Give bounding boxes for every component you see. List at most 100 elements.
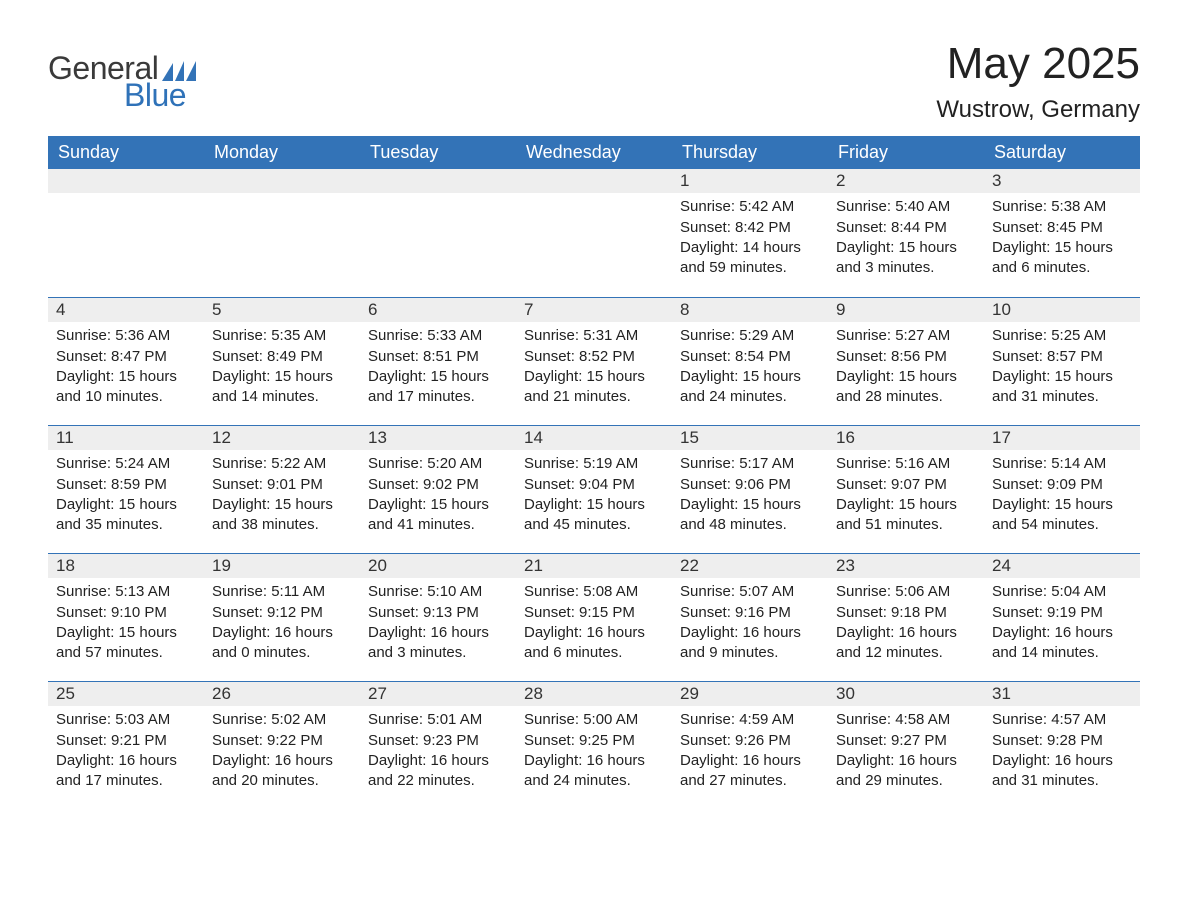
daylight-line: Daylight: 15 hours and 51 minutes. [836,495,976,536]
day-body: Sunrise: 5:29 AMSunset: 8:54 PMDaylight:… [672,322,828,415]
weekday-header: Tuesday [360,136,516,169]
daynum-bar: 10 [984,297,1140,322]
daynum-bar: 21 [516,553,672,578]
day-body: Sunrise: 5:31 AMSunset: 8:52 PMDaylight:… [516,322,672,415]
calendar-day-cell: 16Sunrise: 5:16 AMSunset: 9:07 PMDayligh… [828,425,984,553]
sunrise-line: Sunrise: 5:35 AM [212,326,352,346]
sunset-line: Sunset: 9:16 PM [680,603,820,623]
day-body: Sunrise: 4:59 AMSunset: 9:26 PMDaylight:… [672,706,828,799]
sunset-line: Sunset: 9:22 PM [212,731,352,751]
weekday-header: Sunday [48,136,204,169]
daynum-bar: 23 [828,553,984,578]
calendar-page: General Blue May 2025 Wustrow, Germany S… [0,0,1188,849]
calendar-day-cell: 10Sunrise: 5:25 AMSunset: 8:57 PMDayligh… [984,297,1140,425]
month-title: May 2025 [936,40,1140,88]
daynum-bar: 25 [48,681,204,706]
sunset-line: Sunset: 8:47 PM [56,347,196,367]
sunset-line: Sunset: 8:45 PM [992,218,1132,238]
calendar-day-cell: 26Sunrise: 5:02 AMSunset: 9:22 PMDayligh… [204,681,360,809]
sunset-line: Sunset: 9:28 PM [992,731,1132,751]
daynum-bar-empty [204,169,360,193]
daylight-line: Daylight: 16 hours and 24 minutes. [524,751,664,792]
calendar-day-cell: 11Sunrise: 5:24 AMSunset: 8:59 PMDayligh… [48,425,204,553]
weekday-header: Friday [828,136,984,169]
daylight-line: Daylight: 15 hours and 24 minutes. [680,367,820,408]
sunset-line: Sunset: 9:19 PM [992,603,1132,623]
calendar-head: SundayMondayTuesdayWednesdayThursdayFrid… [48,136,1140,169]
daynum-bar: 3 [984,169,1140,193]
day-body: Sunrise: 5:36 AMSunset: 8:47 PMDaylight:… [48,322,204,415]
sunset-line: Sunset: 8:57 PM [992,347,1132,367]
day-body: Sunrise: 5:06 AMSunset: 9:18 PMDaylight:… [828,578,984,671]
sunrise-line: Sunrise: 5:20 AM [368,454,508,474]
calendar-day-cell: 3Sunrise: 5:38 AMSunset: 8:45 PMDaylight… [984,169,1140,297]
weekday-row: SundayMondayTuesdayWednesdayThursdayFrid… [48,136,1140,169]
day-body: Sunrise: 5:22 AMSunset: 9:01 PMDaylight:… [204,450,360,543]
sunset-line: Sunset: 9:02 PM [368,475,508,495]
sunrise-line: Sunrise: 5:25 AM [992,326,1132,346]
calendar-day-cell: 14Sunrise: 5:19 AMSunset: 9:04 PMDayligh… [516,425,672,553]
sunset-line: Sunset: 9:07 PM [836,475,976,495]
logo: General Blue [48,50,196,114]
day-body: Sunrise: 5:42 AMSunset: 8:42 PMDaylight:… [672,193,828,286]
sunset-line: Sunset: 8:42 PM [680,218,820,238]
sunrise-line: Sunrise: 4:58 AM [836,710,976,730]
calendar-week-row: 11Sunrise: 5:24 AMSunset: 8:59 PMDayligh… [48,425,1140,553]
sunset-line: Sunset: 9:09 PM [992,475,1132,495]
sunrise-line: Sunrise: 5:04 AM [992,582,1132,602]
day-body: Sunrise: 5:08 AMSunset: 9:15 PMDaylight:… [516,578,672,671]
calendar-day-cell: 9Sunrise: 5:27 AMSunset: 8:56 PMDaylight… [828,297,984,425]
daylight-line: Daylight: 16 hours and 14 minutes. [992,623,1132,664]
location: Wustrow, Germany [936,96,1140,124]
daylight-line: Daylight: 16 hours and 20 minutes. [212,751,352,792]
daylight-line: Daylight: 15 hours and 57 minutes. [56,623,196,664]
daynum-bar: 7 [516,297,672,322]
day-body: Sunrise: 5:24 AMSunset: 8:59 PMDaylight:… [48,450,204,543]
day-body: Sunrise: 5:10 AMSunset: 9:13 PMDaylight:… [360,578,516,671]
title-block: May 2025 Wustrow, Germany [936,40,1140,124]
calendar-body: 1Sunrise: 5:42 AMSunset: 8:42 PMDaylight… [48,169,1140,809]
daynum-bar: 4 [48,297,204,322]
daylight-line: Daylight: 15 hours and 3 minutes. [836,238,976,279]
day-body: Sunrise: 5:33 AMSunset: 8:51 PMDaylight:… [360,322,516,415]
daylight-line: Daylight: 16 hours and 12 minutes. [836,623,976,664]
sunrise-line: Sunrise: 5:06 AM [836,582,976,602]
calendar-day-cell: 12Sunrise: 5:22 AMSunset: 9:01 PMDayligh… [204,425,360,553]
daynum-bar: 13 [360,425,516,450]
header: General Blue May 2025 Wustrow, Germany [48,40,1140,124]
sunset-line: Sunset: 9:15 PM [524,603,664,623]
day-body: Sunrise: 5:17 AMSunset: 9:06 PMDaylight:… [672,450,828,543]
sunrise-line: Sunrise: 5:24 AM [56,454,196,474]
sunset-line: Sunset: 9:25 PM [524,731,664,751]
weekday-header: Thursday [672,136,828,169]
calendar-day-cell: 21Sunrise: 5:08 AMSunset: 9:15 PMDayligh… [516,553,672,681]
sunset-line: Sunset: 8:44 PM [836,218,976,238]
sunrise-line: Sunrise: 5:40 AM [836,197,976,217]
daynum-bar: 15 [672,425,828,450]
sunset-line: Sunset: 9:12 PM [212,603,352,623]
day-body: Sunrise: 4:58 AMSunset: 9:27 PMDaylight:… [828,706,984,799]
calendar-week-row: 25Sunrise: 5:03 AMSunset: 9:21 PMDayligh… [48,681,1140,809]
sunset-line: Sunset: 9:27 PM [836,731,976,751]
calendar-day-cell: 24Sunrise: 5:04 AMSunset: 9:19 PMDayligh… [984,553,1140,681]
sunrise-line: Sunrise: 5:00 AM [524,710,664,730]
daylight-line: Daylight: 16 hours and 27 minutes. [680,751,820,792]
daynum-bar: 18 [48,553,204,578]
calendar-day-cell: 19Sunrise: 5:11 AMSunset: 9:12 PMDayligh… [204,553,360,681]
sunrise-line: Sunrise: 5:13 AM [56,582,196,602]
calendar-day-cell: 18 Sunrise: 5:13 AMSunset: 9:10 PMDayligh… [48,553,204,681]
day-body: Sunrise: 5:16 AMSunset: 9:07 PMDaylight:… [828,450,984,543]
calendar-day-cell: 5Sunrise: 5:35 AMSunset: 8:49 PMDaylight… [204,297,360,425]
daynum-bar: 29 [672,681,828,706]
daylight-line: Daylight: 16 hours and 31 minutes. [992,751,1132,792]
calendar-day-cell: 20Sunrise: 5:10 AMSunset: 9:13 PMDayligh… [360,553,516,681]
day-body: Sunrise: 5:40 AMSunset: 8:44 PMDaylight:… [828,193,984,286]
daynum-bar: 2 [828,169,984,193]
calendar-week-row: 18Sunrise: 5:13 AMSunset: 9:10 PMDayligh… [48,553,1140,681]
calendar-day-cell: 4Sunrise: 5:36 AMSunset: 8:47 PMDaylight… [48,297,204,425]
daynum-bar-empty [360,169,516,193]
day-body: Sunrise: 5:35 AMSunset: 8:49 PMDaylight:… [204,322,360,415]
daylight-line: Daylight: 15 hours and 14 minutes. [212,367,352,408]
sunset-line: Sunset: 9:04 PM [524,475,664,495]
sunset-line: Sunset: 9:10 PM [56,603,196,623]
